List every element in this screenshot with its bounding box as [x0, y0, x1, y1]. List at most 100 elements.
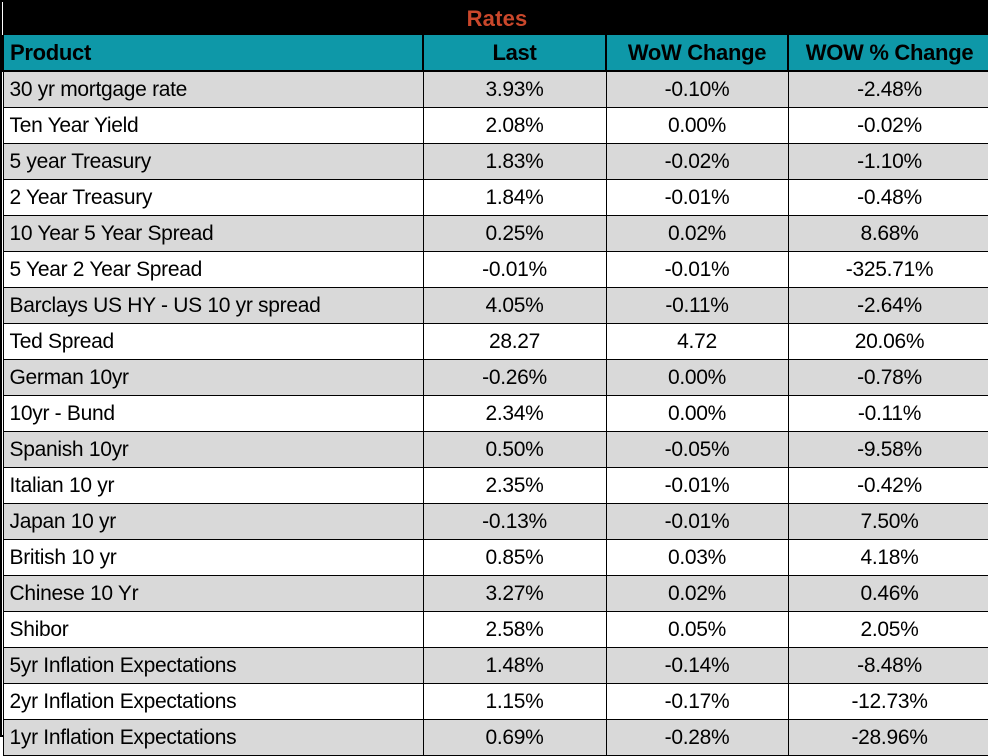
last-cell: 2.35% [422, 467, 607, 504]
last-cell: 1.15% [422, 683, 607, 720]
column-header-wow-change: WoW Change [605, 35, 789, 72]
table-row: Japan 10 yr -0.13% -0.01% 7.50% [2, 503, 988, 540]
table-row: Italian 10 yr 2.35% -0.01% -0.42% [2, 467, 988, 504]
wow-pct-change-cell: 20.06% [787, 323, 988, 360]
wow-change-cell: -0.05% [605, 431, 789, 468]
wow-change-cell: 0.05% [605, 611, 789, 648]
wow-change-cell: -0.01% [605, 251, 789, 288]
product-cell: 5yr Inflation Expectations [2, 647, 424, 684]
product-cell: Italian 10 yr [2, 467, 424, 504]
table-row: 5 year Treasury 1.83% -0.02% -1.10% [2, 143, 988, 180]
last-cell: 0.25% [422, 215, 607, 252]
wow-pct-change-cell: -9.58% [787, 431, 988, 468]
last-cell: -0.26% [422, 359, 607, 396]
wow-change-cell: 0.00% [605, 359, 789, 396]
product-cell: British 10 yr [2, 539, 424, 576]
wow-change-cell: 0.03% [605, 539, 789, 576]
product-cell: 30 yr mortgage rate [2, 70, 424, 108]
last-cell: 3.93% [422, 70, 607, 108]
table-row: German 10yr -0.26% 0.00% -0.78% [2, 359, 988, 396]
table-row: Barclays US HY - US 10 yr spread 4.05% -0.… [2, 287, 988, 324]
last-cell: -0.13% [422, 503, 607, 540]
product-cell: Chinese 10 Yr [2, 575, 424, 612]
table-header-row: Product Last WoW Change WOW % Change [2, 35, 988, 72]
product-cell: Shibor [2, 611, 424, 648]
table-row: 1yr Inflation Expectations 0.69% -0.28% -28… [2, 719, 988, 756]
product-cell: Ten Year Yield [2, 107, 424, 144]
product-cell: 10 Year 5 Year Spread [2, 215, 424, 252]
wow-pct-change-cell: -1.10% [787, 143, 988, 180]
table-row: 2 Year Treasury 1.84% -0.01% -0.48% [2, 179, 988, 216]
product-cell: 5 year Treasury [2, 143, 424, 180]
table-row: 30 yr mortgage rate 3.93% -0.10% -2.48% [2, 70, 988, 108]
wow-pct-change-cell: -0.78% [787, 359, 988, 396]
last-cell: -0.01% [422, 251, 607, 288]
wow-change-cell: -0.28% [605, 719, 789, 756]
table-row: Ten Year Yield 2.08% 0.00% -0.02% [2, 107, 988, 144]
table-row: British 10 yr 0.85% 0.03% 4.18% [2, 539, 988, 576]
wow-pct-change-cell: -0.02% [787, 107, 988, 144]
wow-change-cell: -0.11% [605, 287, 789, 324]
table-title: Rates [3, 2, 988, 35]
wow-pct-change-cell: -325.71% [787, 251, 988, 288]
last-cell: 0.50% [422, 431, 607, 468]
wow-pct-change-cell: 4.18% [787, 539, 988, 576]
table-row: Spanish 10yr 0.50% -0.05% -9.58% [2, 431, 988, 468]
wow-change-cell: -0.01% [605, 467, 789, 504]
wow-change-cell: 0.00% [605, 395, 789, 432]
wow-pct-change-cell: -2.64% [787, 287, 988, 324]
wow-pct-change-cell: 2.05% [787, 611, 988, 648]
wow-change-cell: -0.17% [605, 683, 789, 720]
wow-change-cell: 4.72 [605, 323, 789, 360]
column-header-wow-pct-change: WOW % Change [786, 35, 988, 72]
last-cell: 2.34% [422, 395, 607, 432]
product-cell: 2yr Inflation Expectations [2, 683, 424, 720]
product-cell: German 10yr [2, 359, 424, 396]
product-cell: 5 Year 2 Year Spread [2, 251, 424, 288]
table-row: 5yr Inflation Expectations 1.48% -0.14% -8.… [2, 647, 988, 684]
last-cell: 2.58% [422, 611, 607, 648]
table-row: Ted Spread 28.27 4.72 20.06% [2, 323, 988, 360]
table-row: Shibor 2.58% 0.05% 2.05% [2, 611, 988, 648]
last-cell: 1.84% [422, 179, 607, 216]
wow-pct-change-cell: 7.50% [787, 503, 988, 540]
product-cell: Ted Spread [2, 323, 424, 360]
table-row: 2yr Inflation Expectations 1.15% -0.17% -12… [2, 683, 988, 720]
wow-pct-change-cell: -0.11% [787, 395, 988, 432]
product-cell: Spanish 10yr [2, 431, 424, 468]
wow-pct-change-cell: 0.46% [787, 575, 988, 612]
wow-change-cell: -0.14% [605, 647, 789, 684]
wow-change-cell: 0.00% [605, 107, 789, 144]
last-cell: 1.48% [422, 647, 607, 684]
last-cell: 4.05% [422, 287, 607, 324]
table-title-row: Rates [3, 2, 988, 35]
product-cell: Barclays US HY - US 10 yr spread [2, 287, 424, 324]
last-cell: 1.83% [422, 143, 607, 180]
table-body: 30 yr mortgage rate 3.93% -0.10% -2.48% Ten … [2, 70, 988, 756]
table-row: 5 Year 2 Year Spread -0.01% -0.01% -325.71% [2, 251, 988, 288]
wow-pct-change-cell: -0.42% [787, 467, 988, 504]
column-header-last: Last [422, 35, 607, 72]
wow-change-cell: -0.02% [605, 143, 789, 180]
product-cell: 10yr - Bund [2, 395, 424, 432]
last-cell: 0.85% [422, 539, 607, 576]
last-cell: 28.27 [422, 323, 607, 360]
product-cell: Japan 10 yr [2, 503, 424, 540]
wow-change-cell: -0.01% [605, 503, 789, 540]
table-row: Chinese 10 Yr 3.27% 0.02% 0.46% [2, 575, 988, 612]
wow-pct-change-cell: -2.48% [787, 70, 988, 108]
wow-pct-change-cell: -0.48% [787, 179, 988, 216]
column-header-product: Product [2, 35, 424, 72]
wow-pct-change-cell: 8.68% [787, 215, 988, 252]
wow-pct-change-cell: -28.96% [787, 719, 988, 756]
wow-change-cell: 0.02% [605, 575, 789, 612]
table-row: 10yr - Bund 2.34% 0.00% -0.11% [2, 395, 988, 432]
product-cell: 2 Year Treasury [2, 179, 424, 216]
wow-pct-change-cell: -8.48% [787, 647, 988, 684]
wow-change-cell: -0.10% [605, 70, 789, 108]
wow-change-cell: -0.01% [605, 179, 789, 216]
table-row: 10 Year 5 Year Spread 0.25% 0.02% 8.68% [2, 215, 988, 252]
wow-pct-change-cell: -12.73% [787, 683, 988, 720]
